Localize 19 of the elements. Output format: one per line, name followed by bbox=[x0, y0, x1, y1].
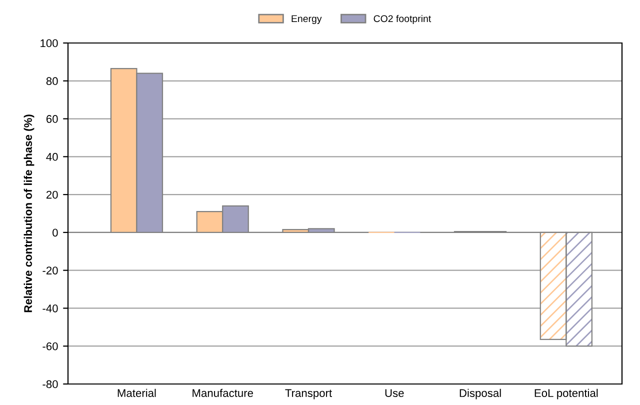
x-tick-label: EoL potential bbox=[534, 388, 598, 400]
y-tick-label: 80 bbox=[46, 77, 58, 86]
legend-label: Energy bbox=[292, 15, 322, 24]
y-tick-label: 40 bbox=[46, 152, 58, 161]
y-tick-label: -60 bbox=[42, 342, 58, 350]
x-tick-label: Disposal bbox=[460, 388, 501, 400]
y-tick-label: 60 bbox=[46, 115, 58, 123]
y-tick-label: 0 bbox=[52, 228, 58, 237]
x-tick-label: Transport bbox=[285, 389, 332, 400]
x-tick-label: Material bbox=[118, 388, 156, 398]
legend-label: CO2 footprint bbox=[374, 14, 432, 24]
y-tick-label: -80 bbox=[42, 380, 58, 388]
x-tick-label: Use bbox=[385, 389, 404, 398]
y-axis-title: Relative contribution of life phase (%) bbox=[24, 114, 34, 312]
y-tick-label: -20 bbox=[42, 266, 58, 274]
y-tick-label: 100 bbox=[40, 39, 58, 48]
y-tick-label: -40 bbox=[42, 304, 58, 312]
x-tick-label: Manufacture bbox=[192, 388, 253, 398]
y-tick-label: 20 bbox=[46, 190, 58, 199]
